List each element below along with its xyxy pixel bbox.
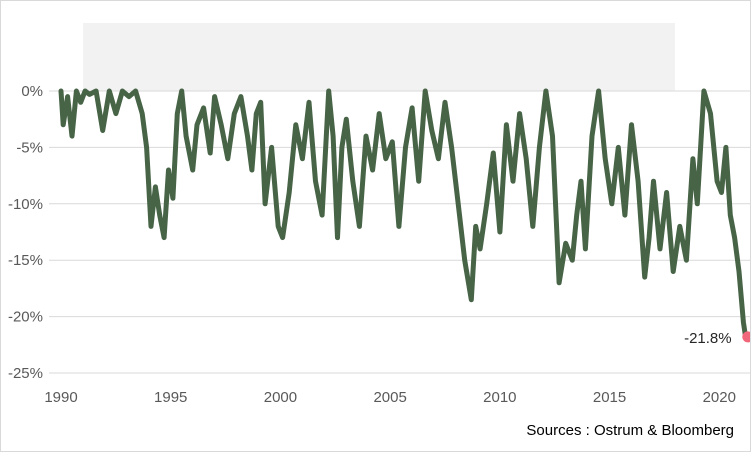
annotations: -21.8% [684, 330, 732, 347]
last-value-marker [742, 331, 750, 343]
plot-header-shade [83, 23, 675, 91]
x-tick-label: 2005 [373, 389, 406, 406]
y-tick-label: -20% [8, 309, 43, 326]
y-tick-label: -5% [16, 139, 43, 156]
x-tick-label: 2000 [264, 389, 297, 406]
x-tick-label: 2015 [593, 389, 626, 406]
y-tick-label: -15% [8, 252, 43, 269]
x-tick-label: 2020 [703, 389, 736, 406]
y-tick-label: -10% [8, 196, 43, 213]
x-tick-labels: 1990 1995 2000 2005 2010 2015 2020 [44, 389, 736, 406]
y-tick-label: 0% [21, 83, 43, 100]
annotation-label: -21.8% [684, 330, 732, 347]
y-tick-label: -25% [8, 365, 43, 382]
x-tick-label: 2010 [483, 389, 516, 406]
source-note: Sources : Ostrum & Bloomberg [526, 422, 734, 439]
series-group [58, 88, 750, 343]
x-tick-label: 1990 [44, 389, 77, 406]
series-line [58, 88, 750, 340]
y-tick-labels: 0% -5% -10% -15% -20% -25% [8, 83, 43, 382]
gridlines [49, 90, 750, 374]
x-tick-label: 1995 [154, 389, 187, 406]
